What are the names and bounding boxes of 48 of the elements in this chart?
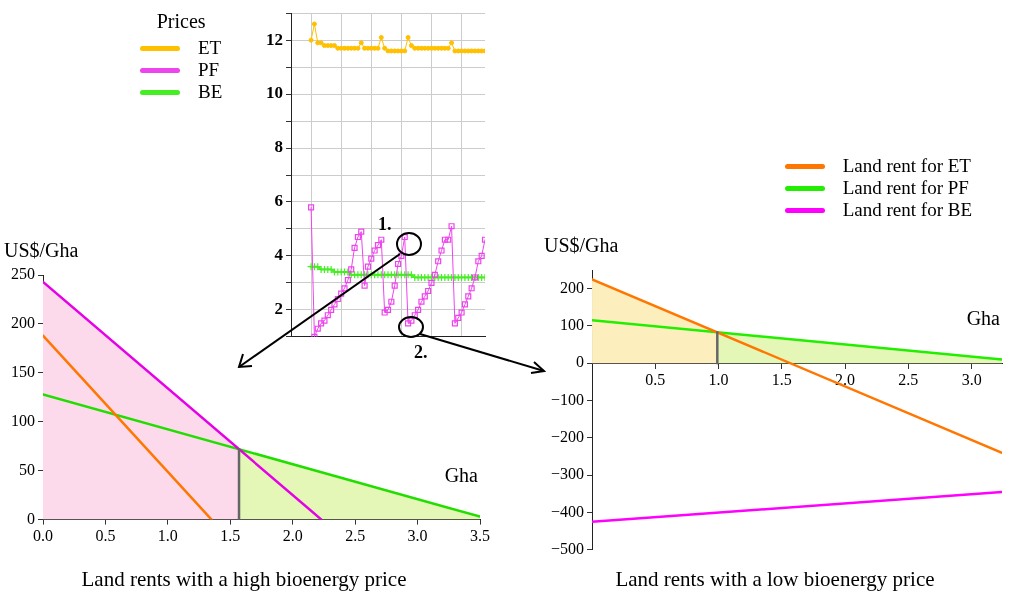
y-tick-label: −100: [550, 390, 585, 408]
y-tick-label: −400: [550, 502, 585, 520]
x-tick-label: 2.5: [898, 371, 919, 389]
legend-label: Land rent for BE: [842, 199, 972, 221]
y-tick-label: 150: [11, 363, 35, 381]
y-tick-label: −500: [550, 540, 585, 557]
y-tick-label: 4: [274, 245, 284, 265]
legend-label: BE: [198, 81, 223, 103]
legend-label: Land rent for PF: [842, 177, 969, 199]
legend-label: PF: [198, 59, 220, 81]
y-tick-label: 0: [576, 353, 585, 371]
legend-label: ET: [198, 37, 222, 59]
x-tick-label: 3.5: [470, 527, 490, 545]
legend-label: Land rent for ET: [842, 155, 971, 177]
text: Land rents with a low bioenergy price: [615, 566, 935, 591]
y-tick-label: 100: [560, 316, 585, 334]
y-tick-label: 250: [11, 265, 35, 283]
x-tick-label: 3.0: [407, 527, 428, 545]
x-tick-label: 0.5: [645, 371, 666, 389]
legend-title: Prices: [155, 10, 207, 33]
y-tick-label: 10: [266, 83, 283, 103]
y-tick-label: 8: [274, 137, 283, 157]
annotation: 1.: [378, 214, 392, 234]
y-tick-label: 200: [560, 278, 585, 296]
y-tick-label: 12: [266, 29, 283, 49]
y-tick-label: −200: [550, 428, 585, 446]
y-tick-label: 100: [11, 411, 35, 429]
annotation: 2.: [414, 342, 428, 362]
x-tick-label: 1.0: [157, 527, 178, 545]
x-tick-label: 3.0: [961, 371, 982, 389]
text: Land rents with a high bioenergy price: [81, 566, 407, 591]
y-axis-title: US$/Gha: [544, 234, 619, 256]
y-tick-label: 200: [11, 314, 35, 332]
x-tick-label: 2.5: [345, 527, 366, 545]
y-tick-label: 0: [27, 509, 35, 527]
x-tick-label: 1.0: [708, 371, 729, 389]
x-tick-label: 1.5: [220, 527, 241, 545]
y-tick-label: 6: [274, 191, 283, 211]
x-axis-title: Gha: [966, 307, 1001, 330]
y-tick-label: −300: [550, 465, 585, 483]
y-tick-label: 2: [274, 299, 283, 319]
x-tick-label: 0.0: [33, 527, 53, 545]
x-tick-label: 0.5: [95, 527, 116, 545]
x-tick-label: 2.0: [282, 527, 303, 545]
y-tick-label: 50: [19, 460, 35, 478]
x-tick-label: 1.5: [771, 371, 792, 389]
x-axis-title: Gha: [444, 463, 479, 486]
y-axis-title: US$/Gha: [4, 239, 79, 261]
